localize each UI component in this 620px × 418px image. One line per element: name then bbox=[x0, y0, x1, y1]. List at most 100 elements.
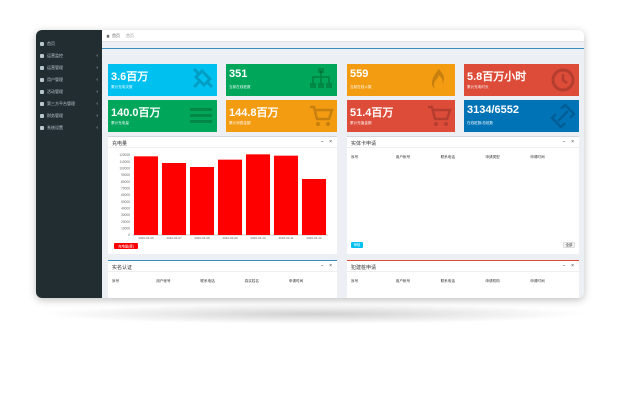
chevron-left-icon: ‹ bbox=[96, 53, 98, 59]
chart-bar[interactable] bbox=[273, 155, 299, 235]
tab-home[interactable]: 首页 bbox=[126, 32, 134, 38]
table-header: 序号 用户帐号 联系电话 申请机构 申请时间 bbox=[351, 279, 575, 284]
x-tick-label: 2020-03-08 bbox=[194, 236, 210, 240]
x-tick-label: 2020-03-10 bbox=[250, 236, 266, 240]
stat-value: 51.4百万 bbox=[350, 107, 394, 119]
breadcrumb-home[interactable]: 首页 bbox=[112, 32, 120, 38]
stat-caption: 累计充值金额 bbox=[350, 121, 372, 125]
panel-tools[interactable]: − × bbox=[562, 139, 576, 145]
col-header: 联系电话 bbox=[440, 155, 455, 159]
event-icon bbox=[40, 90, 44, 94]
legend-swatch[interactable] bbox=[114, 243, 138, 249]
divider bbox=[347, 147, 579, 148]
divider bbox=[108, 147, 337, 148]
x-tick-label: 2020-03-07 bbox=[166, 236, 182, 240]
legend-label: 充电量(度) bbox=[118, 243, 134, 248]
bar-chart: 0 10000 20000 30000 40000 50000 60000 70000 8000… bbox=[114, 153, 328, 249]
monitor-icon bbox=[40, 54, 44, 58]
list-icon bbox=[190, 108, 212, 123]
panel-tools[interactable]: − × bbox=[562, 263, 576, 269]
sidebar-item[interactable]: 用户管理 ‹ bbox=[36, 74, 102, 86]
chevron-left-icon: ‹ bbox=[96, 65, 98, 71]
col-header: 用户帐号 bbox=[395, 155, 411, 159]
sidebar-item[interactable]: 系统设置 ‹ bbox=[36, 122, 102, 134]
app-window: 首页运营监控 ‹ 运营管理 ‹ 用户管理 ‹ 活动管理 ‹ 第三方平台管理 ‹ 财务管理 ‹ 系统设置 ‹… bbox=[36, 30, 584, 298]
stat-tile[interactable]: 144.8百万 累计消费金额 bbox=[226, 100, 337, 132]
sidebar: 首页运营监控 ‹ 运营管理 ‹ 用户管理 ‹ 活动管理 ‹ 第三方平台管理 ‹ 财务管理 ‹ 系统设置 ‹ bbox=[36, 30, 102, 298]
chart-bar[interactable] bbox=[161, 163, 187, 235]
chevron-left-icon: ‹ bbox=[96, 125, 98, 131]
chart-panel-title: 充电量 bbox=[112, 141, 128, 147]
chart-bar[interactable] bbox=[245, 154, 271, 235]
stat-tile[interactable]: 559 当前在线人数 bbox=[347, 64, 455, 96]
col-header: 联系电话 bbox=[200, 279, 215, 283]
sidebar-item[interactable]: 第三方平台管理 ‹ bbox=[36, 98, 102, 110]
build-apply-panel: 犯建桩申请 − × 序号 用户帐号 联系电话 申请机构 申请时间 bbox=[347, 260, 579, 298]
sidebar-item[interactable]: 运营管理 ‹ bbox=[36, 62, 102, 74]
col-header: 申请机构 bbox=[485, 279, 500, 283]
user-icon bbox=[40, 78, 44, 82]
sidebar-item[interactable]: 运营监控 ‹ bbox=[36, 50, 102, 62]
y-tick-label: 50000 bbox=[121, 200, 130, 204]
stat-value: 144.8百万 bbox=[229, 107, 279, 119]
chart-bar[interactable] bbox=[217, 159, 243, 235]
chevron-left-icon: ‹ bbox=[96, 101, 98, 107]
chart-bar[interactable] bbox=[301, 179, 327, 235]
home-icon[interactable] bbox=[106, 33, 110, 38]
table-header: 序号 用户帐号 联系电话 申请类型 申请时间 bbox=[351, 155, 575, 160]
y-tick-label: 10000 bbox=[121, 227, 130, 231]
panel-tools[interactable]: − × bbox=[320, 139, 334, 145]
divider bbox=[108, 271, 337, 272]
stat-value: 559 bbox=[350, 68, 369, 80]
stat-value: 140.0百万 bbox=[111, 107, 161, 119]
chevron-left-icon: ‹ bbox=[96, 89, 98, 95]
y-tick-label: 120000 bbox=[119, 153, 130, 157]
sidebar-item-label: 运营监控 bbox=[47, 53, 63, 58]
build-apply-title: 犯建桩申请 bbox=[351, 265, 377, 271]
cart-icon bbox=[428, 105, 452, 126]
link-icon bbox=[550, 103, 576, 129]
stat-value: 5.8百万小时 bbox=[467, 71, 527, 83]
col-header: 联系电话 bbox=[440, 279, 455, 283]
stat-value: 351 bbox=[229, 68, 248, 80]
chart-bar[interactable] bbox=[133, 156, 159, 235]
panel-tools[interactable]: − × bbox=[320, 263, 334, 269]
sidebar-item-label: 系统设置 bbox=[47, 125, 63, 130]
sidebar-item[interactable]: 首页 bbox=[36, 38, 102, 50]
stat-tile[interactable]: 51.4百万累计充值金额 bbox=[347, 100, 455, 132]
topbar: 首页 首页 bbox=[102, 30, 584, 42]
chevron-left-icon: ‹ bbox=[96, 113, 98, 119]
col-header: 申请时间 bbox=[288, 279, 304, 283]
sidebar-item-label: 首页 bbox=[47, 41, 55, 46]
stat-caption: 累计充电时长 bbox=[467, 85, 489, 89]
frame-shadow bbox=[40, 304, 588, 324]
clock-icon bbox=[551, 68, 575, 92]
finance-icon bbox=[40, 114, 44, 118]
review-button[interactable]: 审核 bbox=[351, 242, 363, 248]
table-header: 序号 用户帐号 联系电话 真实姓名 申请时间 bbox=[112, 279, 333, 284]
stat-tile[interactable]: 351 当前在线桩数 bbox=[226, 64, 337, 96]
x-tick-label: 2020-03-06 bbox=[138, 236, 154, 240]
gear-icon bbox=[40, 126, 44, 130]
stat-value: 3.6百万 bbox=[111, 71, 149, 83]
stat-tile[interactable]: 3.6百万 累计充电次数 bbox=[108, 64, 217, 96]
col-header: 真实姓名 bbox=[244, 279, 259, 283]
stat-tile[interactable]: 5.8百万小时累计充电时长 bbox=[464, 64, 579, 96]
sidebar-item-label: 运营管理 bbox=[47, 65, 63, 70]
main-content: 首页 首页 3.6百万 累计充电次数 351 当前在线桩数 559 当前在线人数 5.8百万… bbox=[102, 30, 584, 298]
col-header: 申请时间 bbox=[530, 155, 545, 159]
plug-icon bbox=[192, 67, 214, 89]
col-header: 序号 bbox=[112, 279, 120, 283]
y-tick-label: 110000 bbox=[120, 160, 131, 164]
chart-bar[interactable] bbox=[189, 167, 215, 235]
stat-tile[interactable]: 3134/6552 在线桩数/总桩数 bbox=[464, 100, 579, 132]
divider bbox=[347, 271, 579, 272]
all-button[interactable]: 全部 bbox=[563, 242, 575, 248]
sidebar-item[interactable]: 财务管理 ‹ bbox=[36, 110, 102, 122]
col-header: 序号 bbox=[351, 279, 359, 283]
col-header: 用户帐号 bbox=[156, 279, 171, 283]
y-tick-label: 30000 bbox=[121, 213, 130, 217]
stat-tile[interactable]: 140.0百万 累计充电量 bbox=[108, 100, 217, 132]
sidebar-item[interactable]: 活动管理 ‹ bbox=[36, 86, 102, 98]
network-icon bbox=[310, 68, 332, 88]
